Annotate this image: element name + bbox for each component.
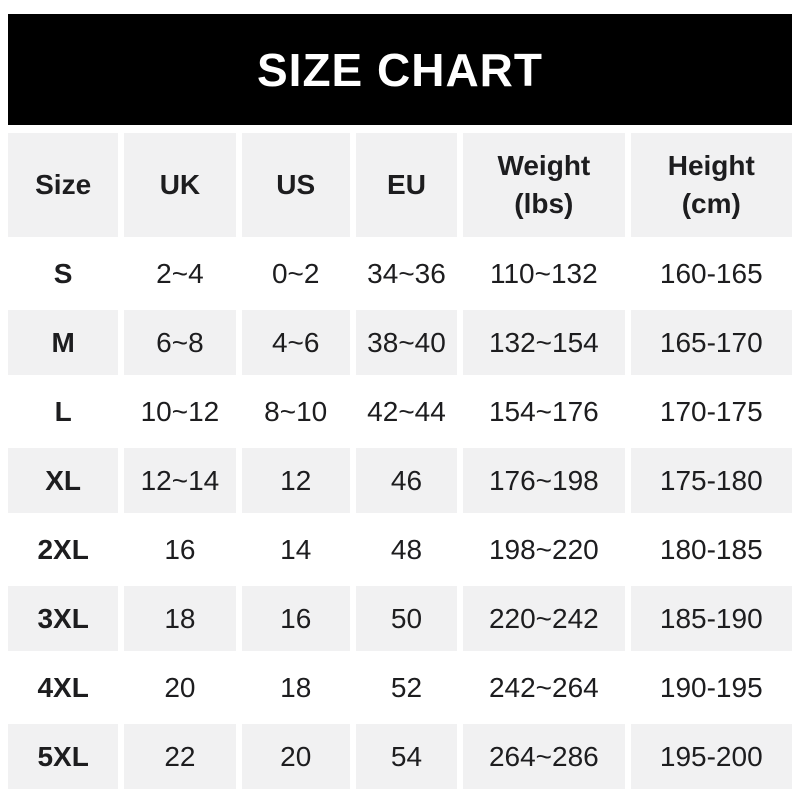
height-cell: 170-175 [630, 379, 792, 444]
uk-cell: 2~4 [124, 241, 236, 306]
us-cell: 18 [241, 655, 350, 720]
height-cell: 180-185 [630, 517, 792, 582]
us-cell: 8~10 [241, 379, 350, 444]
weight-cell: 242~264 [463, 655, 625, 720]
weight-cell: 154~176 [463, 379, 625, 444]
col-header-size: Size [8, 133, 119, 237]
us-cell: 0~2 [241, 241, 350, 306]
size-chart-banner: SIZE CHART [8, 14, 792, 125]
uk-cell: 22 [124, 724, 236, 789]
size-cell: 5XL [8, 724, 119, 789]
uk-cell: 12~14 [124, 448, 236, 513]
table-row-s: S 2~4 0~2 34~36 110~132 160-165 [8, 241, 792, 306]
height-cell: 165-170 [630, 310, 792, 375]
eu-cell: 46 [355, 448, 458, 513]
col-header-uk: UK [124, 133, 236, 237]
weight-cell: 220~242 [463, 586, 625, 651]
size-cell: S [8, 241, 119, 306]
eu-cell: 42~44 [355, 379, 458, 444]
uk-cell: 6~8 [124, 310, 236, 375]
weight-cell: 176~198 [463, 448, 625, 513]
table-row-5xl: 5XL 22 20 54 264~286 195-200 [8, 724, 792, 789]
size-cell: L [8, 379, 119, 444]
us-cell: 20 [241, 724, 350, 789]
weight-cell: 110~132 [463, 241, 625, 306]
uk-cell: 16 [124, 517, 236, 582]
weight-cell: 198~220 [463, 517, 625, 582]
eu-cell: 54 [355, 724, 458, 789]
eu-cell: 48 [355, 517, 458, 582]
table-row-2xl: 2XL 16 14 48 198~220 180-185 [8, 517, 792, 582]
table-row-m: M 6~8 4~6 38~40 132~154 165-170 [8, 310, 792, 375]
size-cell: 4XL [8, 655, 119, 720]
table-header-row: Size UK US EU Weight (lbs) Height (cm) [8, 133, 792, 237]
height-cell: 160-165 [630, 241, 792, 306]
table-row-4xl: 4XL 20 18 52 242~264 190-195 [8, 655, 792, 720]
eu-cell: 50 [355, 586, 458, 651]
eu-cell: 52 [355, 655, 458, 720]
uk-cell: 18 [124, 586, 236, 651]
size-cell: 3XL [8, 586, 119, 651]
table-row-3xl: 3XL 18 16 50 220~242 185-190 [8, 586, 792, 651]
eu-cell: 34~36 [355, 241, 458, 306]
height-cell: 190-195 [630, 655, 792, 720]
size-chart-table: Size UK US EU Weight (lbs) Height (cm) S… [8, 133, 792, 789]
us-cell: 14 [241, 517, 350, 582]
weight-cell: 132~154 [463, 310, 625, 375]
uk-cell: 10~12 [124, 379, 236, 444]
us-cell: 12 [241, 448, 350, 513]
size-cell: XL [8, 448, 119, 513]
us-cell: 4~6 [241, 310, 350, 375]
col-header-weight: Weight (lbs) [463, 133, 625, 237]
height-cell: 175-180 [630, 448, 792, 513]
page-title: SIZE CHART [257, 43, 543, 96]
col-header-height: Height (cm) [630, 133, 792, 237]
size-cell: 2XL [8, 517, 119, 582]
col-header-us: US [241, 133, 350, 237]
table-row-xl: XL 12~14 12 46 176~198 175-180 [8, 448, 792, 513]
us-cell: 16 [241, 586, 350, 651]
col-header-eu: EU [355, 133, 458, 237]
size-cell: M [8, 310, 119, 375]
uk-cell: 20 [124, 655, 236, 720]
height-cell: 185-190 [630, 586, 792, 651]
eu-cell: 38~40 [355, 310, 458, 375]
table-row-l: L 10~12 8~10 42~44 154~176 170-175 [8, 379, 792, 444]
weight-cell: 264~286 [463, 724, 625, 789]
height-cell: 195-200 [630, 724, 792, 789]
